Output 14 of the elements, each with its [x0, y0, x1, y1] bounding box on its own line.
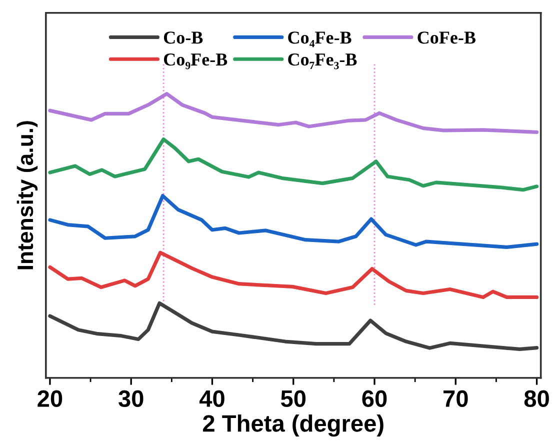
x-tick-label: 50	[280, 390, 306, 408]
x-axis-title: 2 Theta (degree)	[203, 414, 384, 437]
x-tick-label: 80	[524, 390, 549, 408]
y-axis-title: Intensity (a.u.)	[16, 121, 38, 270]
legend-label: CoFe-B	[418, 32, 476, 44]
x-tick-label: 30	[118, 390, 144, 408]
x-tick-label: 20	[38, 390, 62, 408]
x-tick-label: 60	[362, 390, 387, 408]
x-tick-label: 70	[444, 390, 468, 408]
x-tick-label: 40	[199, 390, 224, 408]
legend-label: Co₉Fe-B	[164, 53, 228, 70]
legend-label: Co₇Fe₃-B	[288, 53, 357, 70]
legend-label: Co-B	[164, 32, 203, 44]
legend-label: Co₄Fe-B	[288, 32, 352, 48]
